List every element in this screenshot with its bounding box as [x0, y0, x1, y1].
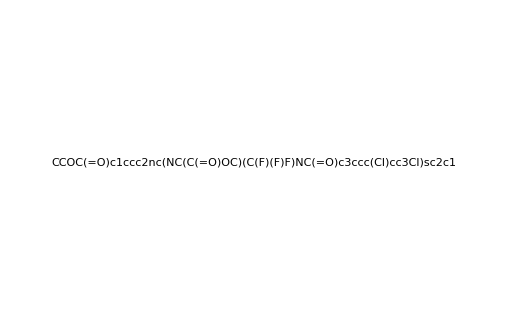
Text: CCOC(=O)c1ccc2nc(NC(C(=O)OC)(C(F)(F)F)NC(=O)c3ccc(Cl)cc3Cl)sc2c1: CCOC(=O)c1ccc2nc(NC(C(=O)OC)(C(F)(F)F)NC… — [51, 158, 457, 168]
